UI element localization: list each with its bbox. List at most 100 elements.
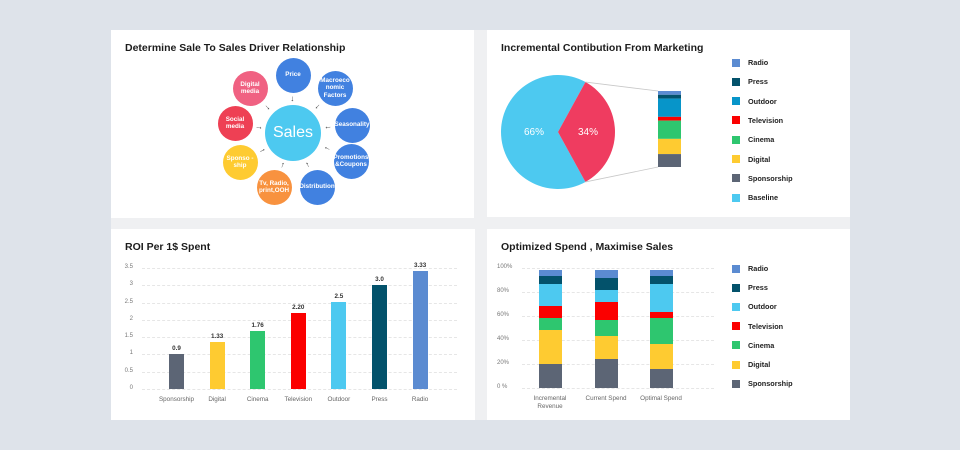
bar-value-label: 0.9 [172,345,181,353]
stack-segment [538,306,562,319]
legend-swatch [732,77,740,86]
stack-segment [594,301,618,320]
breakdown-segment [658,138,681,155]
legend-item: Television [732,116,783,125]
y-tick-label: 1 [129,350,133,357]
legend-label: Digital [748,360,771,369]
bar-value-label: 1.76 [251,322,264,330]
optimized-spend-card: Optimized Spend , Maximise Sales 0 % 20% 4… [487,229,850,420]
category-label: Outdoor [327,396,351,403]
y-tick-label: 60% [497,312,510,318]
stack-segment [538,364,562,388]
legend-swatch [732,155,740,163]
legend-swatch [732,379,740,388]
stack-segment [594,359,618,388]
category-label: Current Spend [585,395,627,402]
breakdown-segment [658,154,681,167]
legend-item: Outdoor [732,302,777,311]
legend-item: Television [732,322,783,331]
legend-swatch [732,58,740,67]
category-label: Television [284,396,313,403]
stack-segment [538,330,562,364]
stack-segment [538,270,562,277]
legend-label: Sponsorship [748,173,793,183]
y-tick-label: 3 [129,281,133,288]
legend-label: Outdoor [748,302,777,312]
stack-segment [649,343,673,369]
legend-item: Press [732,283,768,292]
legend-swatch [732,264,740,273]
y-tick-label: 2.5 [124,298,133,305]
arrow-icon: → [300,159,313,171]
breakdown-segment [658,120,681,139]
legend-item: Sponsorship [732,174,793,183]
roi-bar [169,354,184,389]
pie-chart [501,75,681,189]
driver-node: Seasonality [334,107,370,143]
legend-swatch [732,135,740,144]
driver-node: Social media [217,105,253,141]
category-label: Digital [208,396,226,403]
marketing-percent-label: 34% [578,127,599,138]
gridline [522,316,714,317]
legend-item: Press [732,77,768,86]
legend-label: Radio [748,58,769,67]
gridline [522,292,714,293]
stack-segment [538,318,562,331]
legend-swatch [732,97,740,106]
stack-segment [594,270,618,278]
category-label: Incremental Revenue [533,395,567,410]
legend-label: Television [748,115,784,125]
y-tick-label: 100% [497,264,513,270]
gridline [142,268,457,269]
bar-value-label: 1.33 [210,332,224,340]
legend-swatch [732,283,740,292]
bar-value-label: 3.33 [413,262,427,270]
roi-bar [412,271,428,389]
legend-item: Sponsorship [732,379,793,388]
driver-node: Price [275,57,311,93]
arrow-icon: → [311,101,324,113]
driver-node: Sponso -ship [222,144,258,180]
legend-label: Press [748,283,768,293]
roi-bar [290,312,306,389]
legend-item: Digital [732,155,770,164]
y-tick-label: 3.5 [124,264,133,270]
stack-segment [649,312,673,319]
card-title: Determine Sale To Sales Driver Relations… [125,42,346,54]
legend-label: Radio [748,264,769,273]
stack-segment [649,276,673,284]
breakdown-segment [658,94,681,99]
legend-label: Press [748,77,768,87]
category-label: Cinema [246,396,269,403]
card-title: Optimized Spend , Maximise Sales [501,241,674,253]
y-tick-label: 20% [497,360,510,366]
sales-center-node: Sales [265,105,321,161]
category-label: Optimal Spend [640,395,682,402]
legend-label: Television [748,321,784,331]
stack-segment [594,336,618,360]
arrow-icon: → [255,143,268,156]
y-tick-label: 0 [129,385,133,391]
baseline-percent-label: 66% [524,127,545,138]
y-tick-label: 0.5 [124,367,133,374]
legend-item: Radio [732,58,768,67]
stack-segment [649,283,673,313]
gridline [522,388,714,389]
stack-segment [594,319,618,337]
stack-segment [594,289,618,302]
y-tick-label: 0 % [497,384,508,390]
bar-value-label: 2.5 [334,292,344,300]
breakdown-segment [658,116,681,121]
legend-label: Sponsorship [748,379,793,389]
legend-label: Outdoor [748,96,777,106]
legend-item: Digital [732,360,770,369]
stack-segment [594,277,618,290]
driver-node: Promotions &Coupons [333,143,369,179]
y-tick-label: 80% [497,288,510,294]
legend-label: Cinema [748,135,775,145]
legend-swatch [732,193,740,202]
legend-item: Radio [732,264,768,273]
roi-bar [209,341,225,389]
legend-swatch [732,360,740,369]
